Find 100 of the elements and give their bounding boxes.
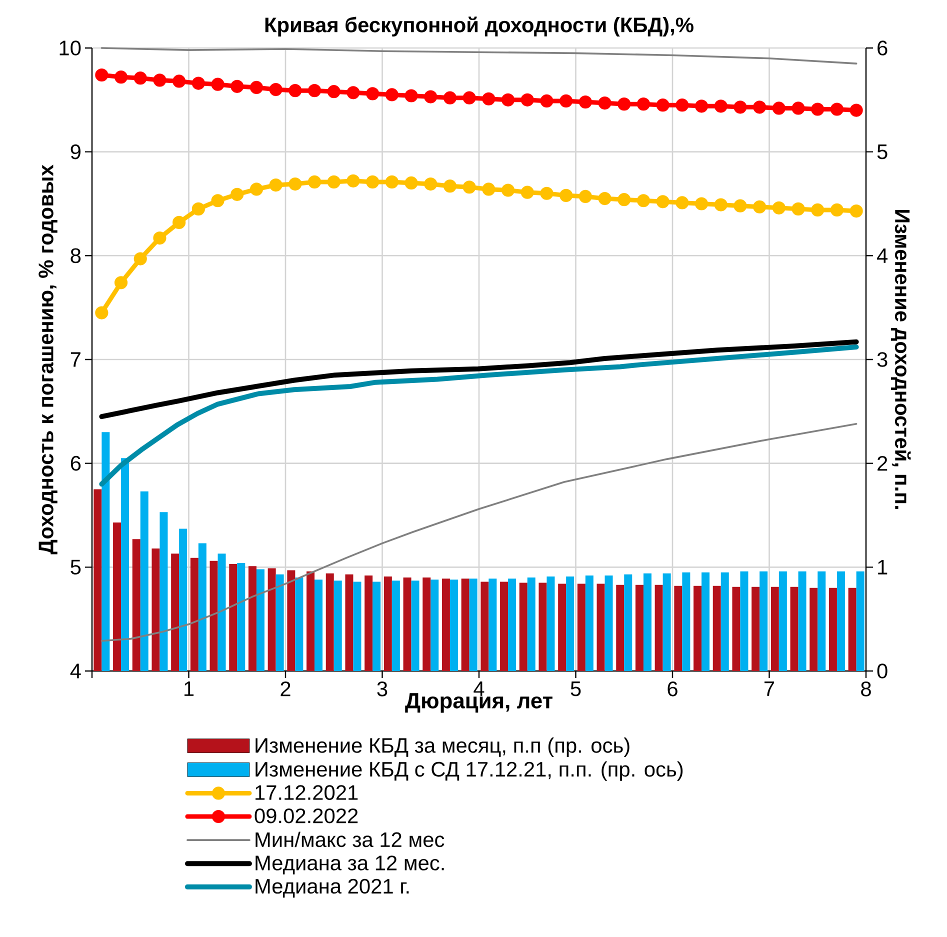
legend-label: 09.02.2022 xyxy=(254,808,358,824)
y-tick-label: 5 xyxy=(70,560,81,574)
y2-tick-label: 5 xyxy=(877,144,888,160)
bar xyxy=(113,522,122,671)
point xyxy=(424,177,438,191)
y2-tick-label: 0 xyxy=(877,664,888,678)
bar xyxy=(856,571,864,671)
bar xyxy=(488,578,497,671)
point xyxy=(753,200,766,214)
bar xyxy=(760,571,768,671)
legend-label: 17.12.2021 xyxy=(256,785,358,800)
y2-axis-title: Изменение доходностей, п.п. xyxy=(890,210,911,509)
point xyxy=(636,98,650,111)
bar xyxy=(326,573,334,671)
legend-label: Медиана 2021 г. xyxy=(256,878,409,898)
bar xyxy=(384,576,392,671)
point xyxy=(114,70,128,84)
point xyxy=(560,94,573,108)
x-tick-label: 8 xyxy=(861,682,871,696)
point xyxy=(656,195,670,208)
point xyxy=(520,93,534,106)
bar xyxy=(392,580,400,671)
point xyxy=(404,176,418,190)
point xyxy=(482,182,496,196)
y2-tick-label: 4 xyxy=(877,248,888,263)
bar xyxy=(624,574,632,671)
chart-title: Кривая бескупонной доходности (КБД),% xyxy=(265,16,694,36)
point xyxy=(327,85,340,98)
bar xyxy=(654,584,663,671)
x-tick-label: 1 xyxy=(184,682,194,696)
bar xyxy=(461,578,470,671)
bar xyxy=(616,584,624,671)
point xyxy=(753,100,766,114)
y2-tick-label: 2 xyxy=(878,456,888,471)
bar xyxy=(662,573,671,671)
point xyxy=(734,100,747,114)
bar xyxy=(152,548,160,671)
bar xyxy=(403,578,412,671)
bar xyxy=(442,578,450,671)
bar xyxy=(256,569,264,671)
bar xyxy=(778,571,787,671)
bar xyxy=(635,584,644,671)
bar xyxy=(527,578,536,671)
bar xyxy=(334,580,342,671)
bar xyxy=(752,586,760,671)
point xyxy=(211,194,224,208)
point xyxy=(288,177,302,191)
bar xyxy=(353,582,362,671)
point xyxy=(385,175,398,188)
bar xyxy=(306,571,315,671)
bar xyxy=(798,571,806,671)
point xyxy=(230,188,244,201)
bar xyxy=(566,576,574,671)
y-tick-label: 10 xyxy=(60,40,81,56)
point xyxy=(424,90,438,104)
point xyxy=(714,100,728,113)
point xyxy=(714,198,728,212)
y-tick-label: 7 xyxy=(70,352,80,367)
point xyxy=(462,180,476,194)
point xyxy=(385,88,398,102)
point xyxy=(501,184,515,197)
point xyxy=(211,78,224,91)
bar xyxy=(770,586,779,671)
y-axis-title: Доходность к погашению, % годовых xyxy=(38,164,58,554)
bar xyxy=(469,578,478,671)
bar xyxy=(229,564,238,671)
point xyxy=(308,175,322,188)
point xyxy=(366,175,380,188)
point xyxy=(250,80,264,94)
point xyxy=(327,175,340,188)
bar xyxy=(674,586,682,671)
y-tick-label: 6 xyxy=(70,456,81,471)
bar xyxy=(345,574,354,671)
point xyxy=(540,94,554,108)
x-tick-label: 5 xyxy=(570,682,581,696)
point xyxy=(192,202,205,216)
bar xyxy=(102,432,110,671)
bar xyxy=(179,528,188,671)
legend-label: Медиана за 12 мес. xyxy=(256,856,444,874)
point xyxy=(694,197,708,210)
point xyxy=(366,87,380,100)
bar xyxy=(643,573,652,671)
point xyxy=(95,306,108,320)
point xyxy=(598,96,612,110)
bar xyxy=(818,571,826,671)
point xyxy=(153,231,166,245)
bar xyxy=(372,582,381,671)
bar xyxy=(682,572,690,671)
bar xyxy=(848,588,856,671)
point xyxy=(656,98,670,112)
x-tick-label: 2 xyxy=(280,682,290,696)
point xyxy=(578,95,592,109)
point xyxy=(792,202,805,216)
point xyxy=(443,91,457,104)
bar xyxy=(732,586,740,671)
bar xyxy=(828,588,837,671)
point xyxy=(636,194,650,208)
bar xyxy=(430,580,439,671)
point xyxy=(501,93,515,106)
point xyxy=(462,91,476,104)
